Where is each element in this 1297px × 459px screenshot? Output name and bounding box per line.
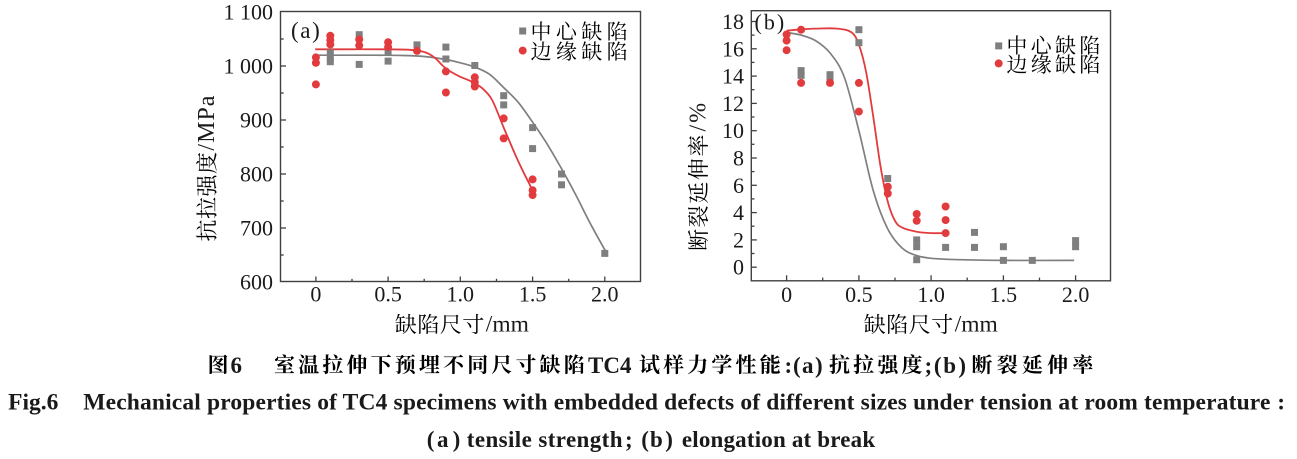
svg-text:0: 0 (781, 282, 792, 307)
svg-text:10: 10 (722, 118, 744, 143)
svg-text:/mm: /mm (486, 312, 529, 338)
svg-text:4: 4 (733, 200, 744, 225)
svg-text:/MPa: /MPa (194, 95, 220, 151)
svg-text:(: ( (793, 353, 801, 378)
svg-text:2.0: 2.0 (1062, 282, 1090, 307)
svg-text:Fig.6: Fig.6 (8, 390, 59, 416)
svg-text:): ) (958, 353, 966, 378)
svg-text:1.5: 1.5 (519, 282, 547, 307)
svg-text:TC4: TC4 (588, 353, 632, 378)
svg-text:b: b (943, 353, 956, 378)
svg-text:(a): (a) (291, 18, 321, 43)
svg-text:a: a (437, 427, 449, 452)
svg-text:18: 18 (722, 9, 744, 34)
svg-text::: : (785, 353, 793, 378)
svg-text:1.0: 1.0 (447, 282, 475, 307)
svg-text:/mm: /mm (955, 312, 998, 338)
svg-text:;: ; (925, 353, 933, 378)
svg-text:800: 800 (240, 162, 273, 187)
svg-text:;: ; (625, 427, 633, 452)
svg-text:(: ( (934, 353, 942, 378)
svg-text:(: ( (641, 427, 649, 452)
svg-text:12: 12 (722, 91, 744, 116)
svg-text:Mechanical properties of TC4 s: Mechanical properties of TC4 specimens w… (83, 390, 1270, 416)
svg-text:600: 600 (240, 270, 273, 295)
svg-text:900: 900 (240, 108, 273, 133)
svg-text:1.5: 1.5 (990, 282, 1018, 307)
svg-text:1 100: 1 100 (224, 0, 274, 25)
svg-text:): ) (453, 427, 461, 452)
svg-text:2: 2 (733, 227, 744, 252)
svg-text:6: 6 (733, 173, 744, 198)
svg-text:): ) (815, 353, 823, 378)
svg-text:1 000: 1 000 (224, 54, 274, 79)
svg-text:elongation at break: elongation at break (682, 427, 875, 452)
svg-text:6: 6 (231, 353, 243, 378)
svg-text:2.0: 2.0 (591, 282, 619, 307)
svg-text:1.0: 1.0 (917, 282, 945, 307)
svg-text:0: 0 (733, 255, 744, 280)
svg-text:): ) (665, 427, 673, 452)
svg-text:/%: /% (686, 101, 712, 132)
svg-text:0.5: 0.5 (374, 282, 402, 307)
svg-text:a: a (802, 353, 814, 378)
svg-text:0.5: 0.5 (845, 282, 873, 307)
svg-text:14: 14 (722, 64, 744, 89)
svg-text:8: 8 (733, 146, 744, 171)
svg-text:tensile strength: tensile strength (467, 427, 623, 452)
svg-text::: : (1277, 390, 1285, 416)
svg-text:(: ( (427, 427, 435, 452)
svg-text:16: 16 (722, 36, 744, 61)
svg-text:b: b (650, 427, 663, 452)
svg-text:0: 0 (310, 282, 321, 307)
svg-text:700: 700 (240, 216, 273, 241)
svg-text:(b): (b) (755, 10, 787, 35)
